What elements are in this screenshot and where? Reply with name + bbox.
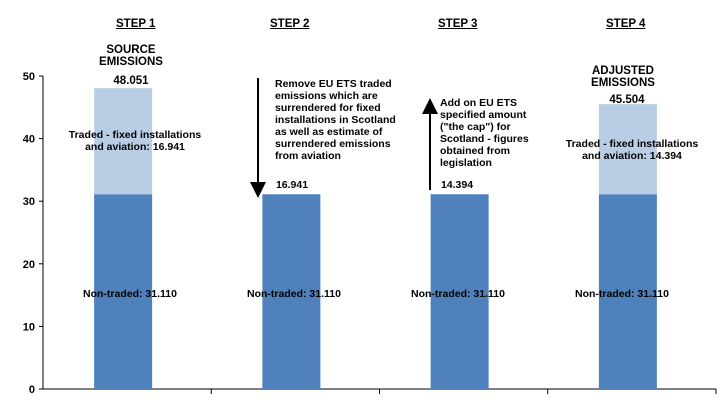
step4-traded-label: Traded - fixed installations and aviatio…	[565, 138, 699, 162]
bar-nontraded-4	[598, 194, 657, 389]
y-tick-label: 20	[23, 259, 35, 271]
y-tick-label: 50	[23, 71, 35, 83]
step3-value: 14.394	[440, 179, 474, 191]
step4-nontraded-label: Non-traded: 31.110	[575, 288, 669, 300]
y-tick-label: 10	[23, 321, 35, 333]
source-emissions-title: SOURCE EMISSIONS	[99, 44, 163, 68]
step-3-header: STEP 3	[438, 18, 478, 30]
source-emissions-total: 48.051	[113, 75, 149, 87]
step-1-header: STEP 1	[116, 18, 156, 30]
y-tick-label: 0	[29, 384, 35, 396]
step-2-header: STEP 2	[270, 18, 310, 30]
step2-note: Remove EU ETS traded emissions which are…	[275, 78, 396, 162]
bar-nontraded-3	[430, 194, 489, 389]
step2-value: 16.941	[275, 179, 309, 191]
step3-note: Add on EU ETS specified amount ("the cap…	[440, 97, 529, 169]
y-tick-label: 30	[23, 196, 35, 208]
step2-nontraded-label: Non-traded: 31.110	[247, 288, 341, 300]
y-tick-label: 40	[23, 134, 35, 146]
bar-traded-1	[94, 88, 153, 195]
step3-nontraded-label: Non-traded: 31.110	[411, 288, 505, 300]
bar-nontraded-2	[262, 194, 321, 389]
step1-traded-label: Traded - fixed installations and aviatio…	[68, 129, 202, 153]
bar-nontraded-1	[94, 194, 153, 389]
step-4-header: STEP 4	[606, 18, 646, 30]
adjusted-emissions-title: ADJUSTED EMISSIONS	[591, 65, 655, 89]
bar-traded-4	[598, 104, 657, 195]
adjusted-emissions-total: 45.504	[609, 94, 645, 106]
step1-nontraded-label: Non-traded: 31.110	[83, 288, 177, 300]
